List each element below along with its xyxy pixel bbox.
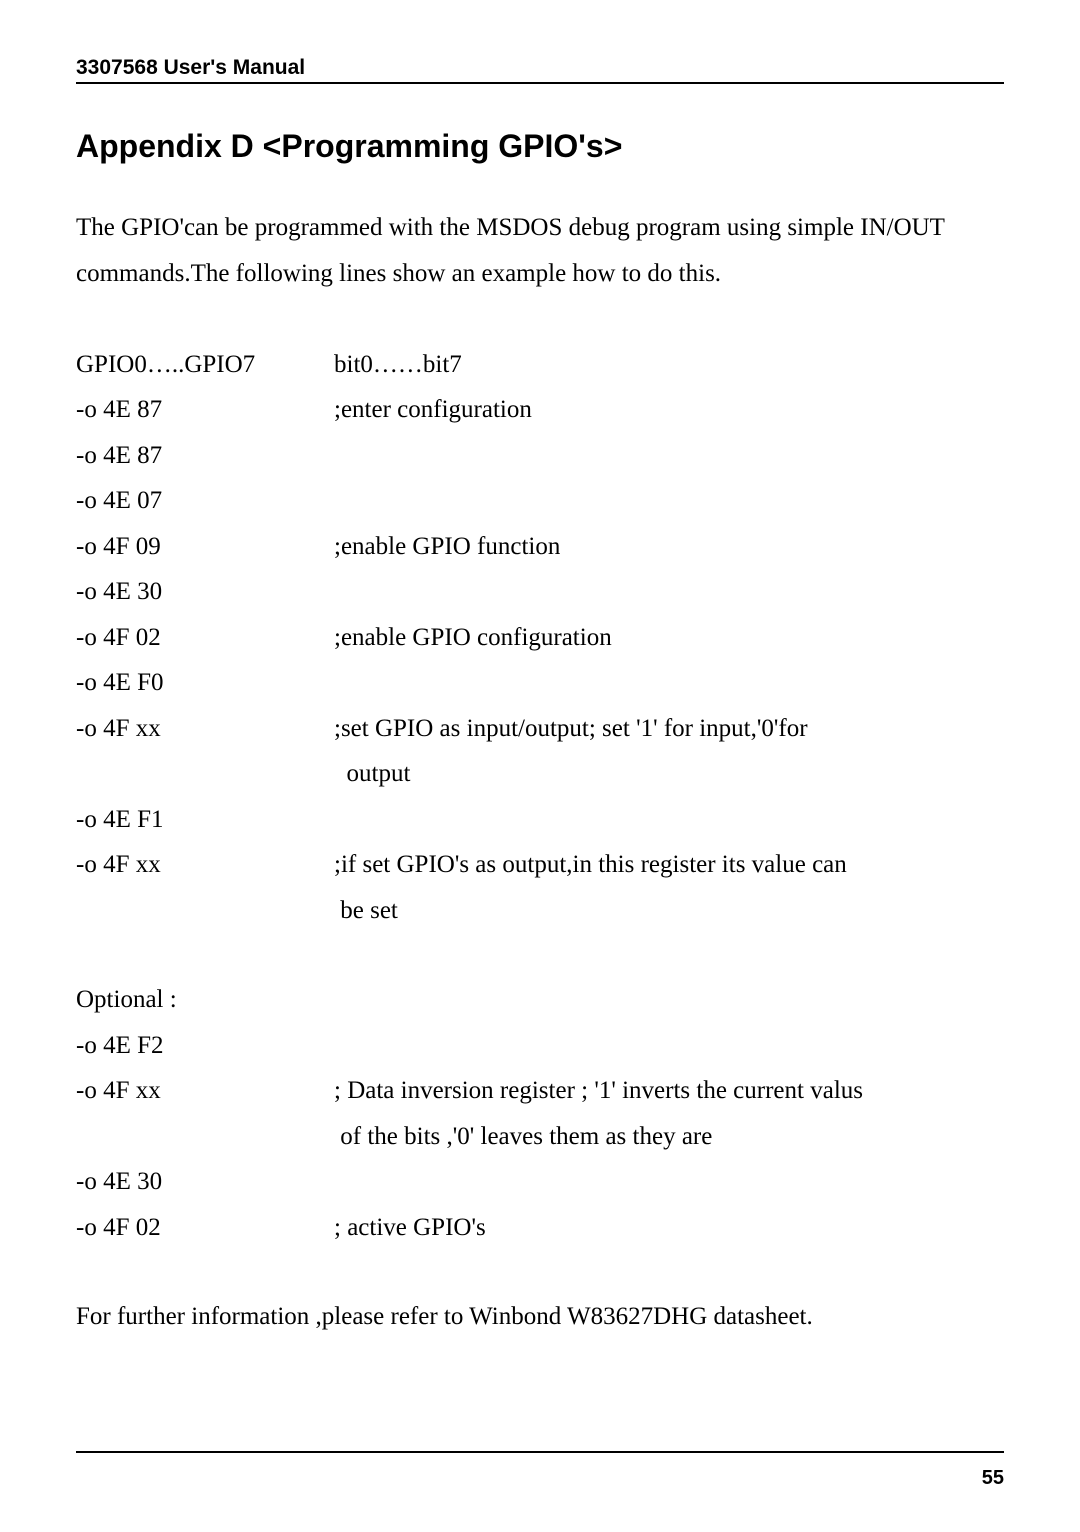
command-text: -o 4E F1	[76, 797, 334, 843]
command-text: -o 4E F2	[76, 1023, 334, 1069]
command-row: -o 4E 87 ;enter configuration	[76, 387, 1004, 433]
intro-paragraph: The GPIO'can be programmed with the MSDO…	[76, 205, 1004, 298]
command-row: -o 4E F2	[76, 1023, 1004, 1069]
comment-text: ; Data inversion register ; '1' inverts …	[334, 1068, 1004, 1114]
command-row: be set	[76, 888, 1004, 934]
command-text: -o 4F xx	[76, 706, 334, 752]
command-row: -o 4E F0	[76, 660, 1004, 706]
command-text: -o 4E 30	[76, 569, 334, 615]
document-header: 3307568 User's Manual	[76, 56, 1004, 84]
comment-text: of the bits ,'0' leaves them as they are	[334, 1114, 1004, 1160]
comment-text: ;enter configuration	[334, 387, 1004, 433]
closing-paragraph: For further information ,please refer to…	[76, 1294, 1004, 1340]
command-text: -o 4E F0	[76, 660, 334, 706]
command-row: -o 4F xx ;if set GPIO's as output,in thi…	[76, 842, 1004, 888]
header-text: 3307568 User's Manual	[76, 56, 305, 79]
command-row: of the bits ,'0' leaves them as they are	[76, 1114, 1004, 1160]
spacer	[76, 933, 1004, 977]
command-row: output	[76, 751, 1004, 797]
section-title: Appendix D <Programming GPIO's>	[76, 128, 1004, 165]
command-text: -o 4F 02	[76, 1205, 334, 1251]
footer-divider: 55	[76, 1451, 1004, 1490]
footer: 55	[76, 1451, 1004, 1490]
code-block: GPIO0…..GPIO7 bit0……bit7 -o 4E 87 ;enter…	[76, 342, 1004, 1340]
comment-text: ;enable GPIO function	[334, 524, 1004, 570]
command-row: -o 4F 09 ;enable GPIO function	[76, 524, 1004, 570]
command-row: -o 4E 07	[76, 478, 1004, 524]
command-text: -o 4E 87	[76, 387, 334, 433]
optional-label-row: Optional :	[76, 977, 1004, 1023]
gpio-label: GPIO0…..GPIO7	[76, 342, 334, 388]
comment-text: output	[334, 751, 1004, 797]
command-row: -o 4E F1	[76, 797, 1004, 843]
comment-text: ;enable GPIO configuration	[334, 615, 1004, 661]
command-text: -o 4F 09	[76, 524, 334, 570]
command-row: -o 4E 30	[76, 1159, 1004, 1205]
command-row: -o 4E 30	[76, 569, 1004, 615]
comment-text: be set	[334, 888, 1004, 934]
optional-label: Optional :	[76, 977, 334, 1023]
command-row: -o 4F 02 ;enable GPIO configuration	[76, 615, 1004, 661]
command-row: -o 4F 02 ; active GPIO's	[76, 1205, 1004, 1251]
page-number: 55	[76, 1467, 1004, 1490]
command-text: -o 4F 02	[76, 615, 334, 661]
command-row: -o 4F xx ; Data inversion register ; '1'…	[76, 1068, 1004, 1114]
command-text: -o 4F xx	[76, 842, 334, 888]
comment-text: ;if set GPIO's as output,in this registe…	[334, 842, 1004, 888]
command-text: -o 4E 07	[76, 478, 334, 524]
bit-label: bit0……bit7	[334, 342, 1004, 388]
gpio-bit-row: GPIO0…..GPIO7 bit0……bit7	[76, 342, 1004, 388]
command-row: -o 4F xx ;set GPIO as input/output; set …	[76, 706, 1004, 752]
command-text: -o 4F xx	[76, 1068, 334, 1114]
comment-text: ;set GPIO as input/output; set '1' for i…	[334, 706, 1004, 752]
comment-text: ; active GPIO's	[334, 1205, 1004, 1251]
command-text: -o 4E 87	[76, 433, 334, 479]
command-row: -o 4E 87	[76, 433, 1004, 479]
command-text: -o 4E 30	[76, 1159, 334, 1205]
